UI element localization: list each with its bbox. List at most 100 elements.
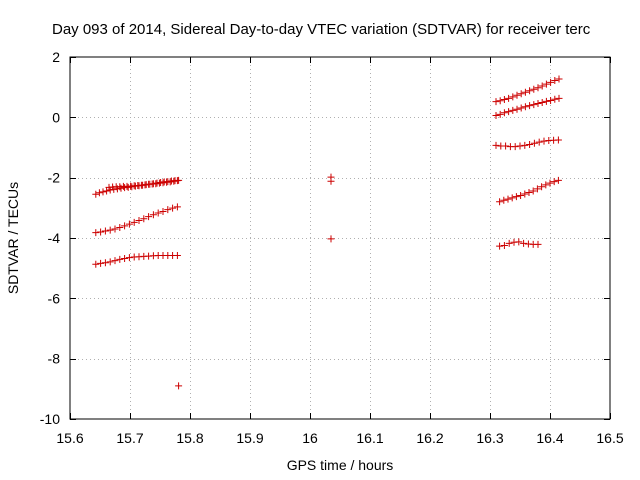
data-point	[521, 88, 529, 96]
data-point	[533, 185, 541, 193]
y-tick-label: -6	[48, 290, 61, 306]
data-point	[520, 239, 528, 247]
data-point	[103, 187, 111, 195]
data-point	[500, 242, 508, 250]
data-point	[517, 90, 525, 98]
x-tick-labels: 15.6 15.7 15.8 15.9 16 16.1 16.2 16.3 16.4 16.5	[56, 430, 623, 446]
data-point	[513, 91, 521, 99]
data-point	[546, 179, 554, 187]
data-point	[526, 87, 534, 95]
data-point	[496, 110, 504, 118]
data-point	[521, 141, 529, 149]
data-point	[166, 178, 174, 186]
data-point	[101, 259, 109, 267]
y-tick-label: 2	[52, 49, 60, 65]
data-point	[99, 188, 107, 196]
data-point	[538, 183, 546, 191]
data-point	[516, 142, 524, 150]
data-point	[505, 239, 513, 247]
data-point	[175, 382, 183, 390]
data-point	[159, 179, 167, 187]
data-point	[111, 257, 119, 265]
data-point	[121, 255, 129, 263]
data-point	[106, 258, 114, 266]
data-point	[526, 140, 534, 148]
y-axis-label: SDTVAR / TECUs	[5, 182, 21, 294]
x-tick-label: 16.1	[356, 430, 383, 446]
data-point	[164, 206, 172, 214]
data-point	[538, 99, 546, 107]
data-point	[509, 93, 517, 101]
data-point	[125, 220, 133, 228]
x-tick-label: 15.9	[236, 430, 263, 446]
data-point	[547, 96, 555, 104]
data-point	[92, 190, 100, 198]
data-point	[170, 177, 178, 185]
data-point	[517, 191, 525, 199]
data-point	[551, 77, 559, 85]
x-tick-label: 16.5	[596, 430, 623, 446]
data-point	[130, 218, 138, 226]
data-point	[521, 103, 529, 111]
x-tick-label: 16.4	[536, 430, 563, 446]
data-point	[496, 97, 504, 105]
data-point	[92, 260, 100, 268]
data-point	[505, 108, 513, 116]
data-point	[141, 181, 149, 189]
data-point	[530, 139, 538, 147]
data-point	[515, 238, 523, 246]
data-point	[554, 176, 562, 184]
data-point	[152, 180, 160, 188]
x-axis-label: GPS time / hours	[287, 457, 394, 473]
data-point	[535, 138, 543, 146]
data-point	[173, 203, 181, 211]
data-point	[145, 213, 153, 221]
data-point	[173, 251, 181, 259]
data-point	[538, 82, 546, 90]
data-point	[511, 143, 519, 151]
y-tick-label: -8	[48, 351, 61, 367]
data-point	[555, 94, 563, 102]
data-point	[101, 227, 109, 235]
tick-layer	[70, 57, 611, 420]
data-point	[542, 181, 550, 189]
data-point	[551, 95, 559, 103]
data-point	[529, 187, 537, 195]
data-point	[500, 96, 508, 104]
plot-frame	[69, 56, 611, 420]
data-point	[135, 217, 143, 225]
data-point	[526, 102, 534, 110]
data-point	[173, 177, 181, 185]
data-point	[530, 101, 538, 109]
data-point	[517, 104, 525, 112]
y-tick-label: -2	[48, 170, 61, 186]
data-point	[547, 78, 555, 86]
data-point	[504, 195, 512, 203]
data-point	[496, 198, 504, 206]
data-point	[540, 137, 548, 145]
grid-layer	[70, 57, 610, 419]
data-point	[111, 225, 119, 233]
data-point	[106, 226, 114, 234]
data-point	[496, 242, 504, 250]
data-point	[509, 106, 517, 114]
data-point	[512, 193, 520, 201]
data-point	[492, 98, 500, 106]
data-point	[169, 204, 177, 212]
x-tick-label: 15.8	[176, 430, 203, 446]
x-tick-label: 16.2	[416, 430, 443, 446]
data-point	[121, 222, 129, 230]
data-point	[327, 177, 335, 185]
data-point	[92, 229, 100, 237]
data-point	[97, 228, 105, 236]
data-point	[95, 189, 103, 197]
data-point	[500, 196, 508, 204]
data-point	[530, 85, 538, 93]
x-tick-label: 16.3	[476, 430, 503, 446]
y-tick-label: -4	[48, 230, 61, 246]
data-point	[550, 178, 558, 186]
y-tick-label: -10	[40, 411, 60, 427]
data-points	[92, 75, 563, 390]
x-tick-label: 15.6	[56, 430, 83, 446]
